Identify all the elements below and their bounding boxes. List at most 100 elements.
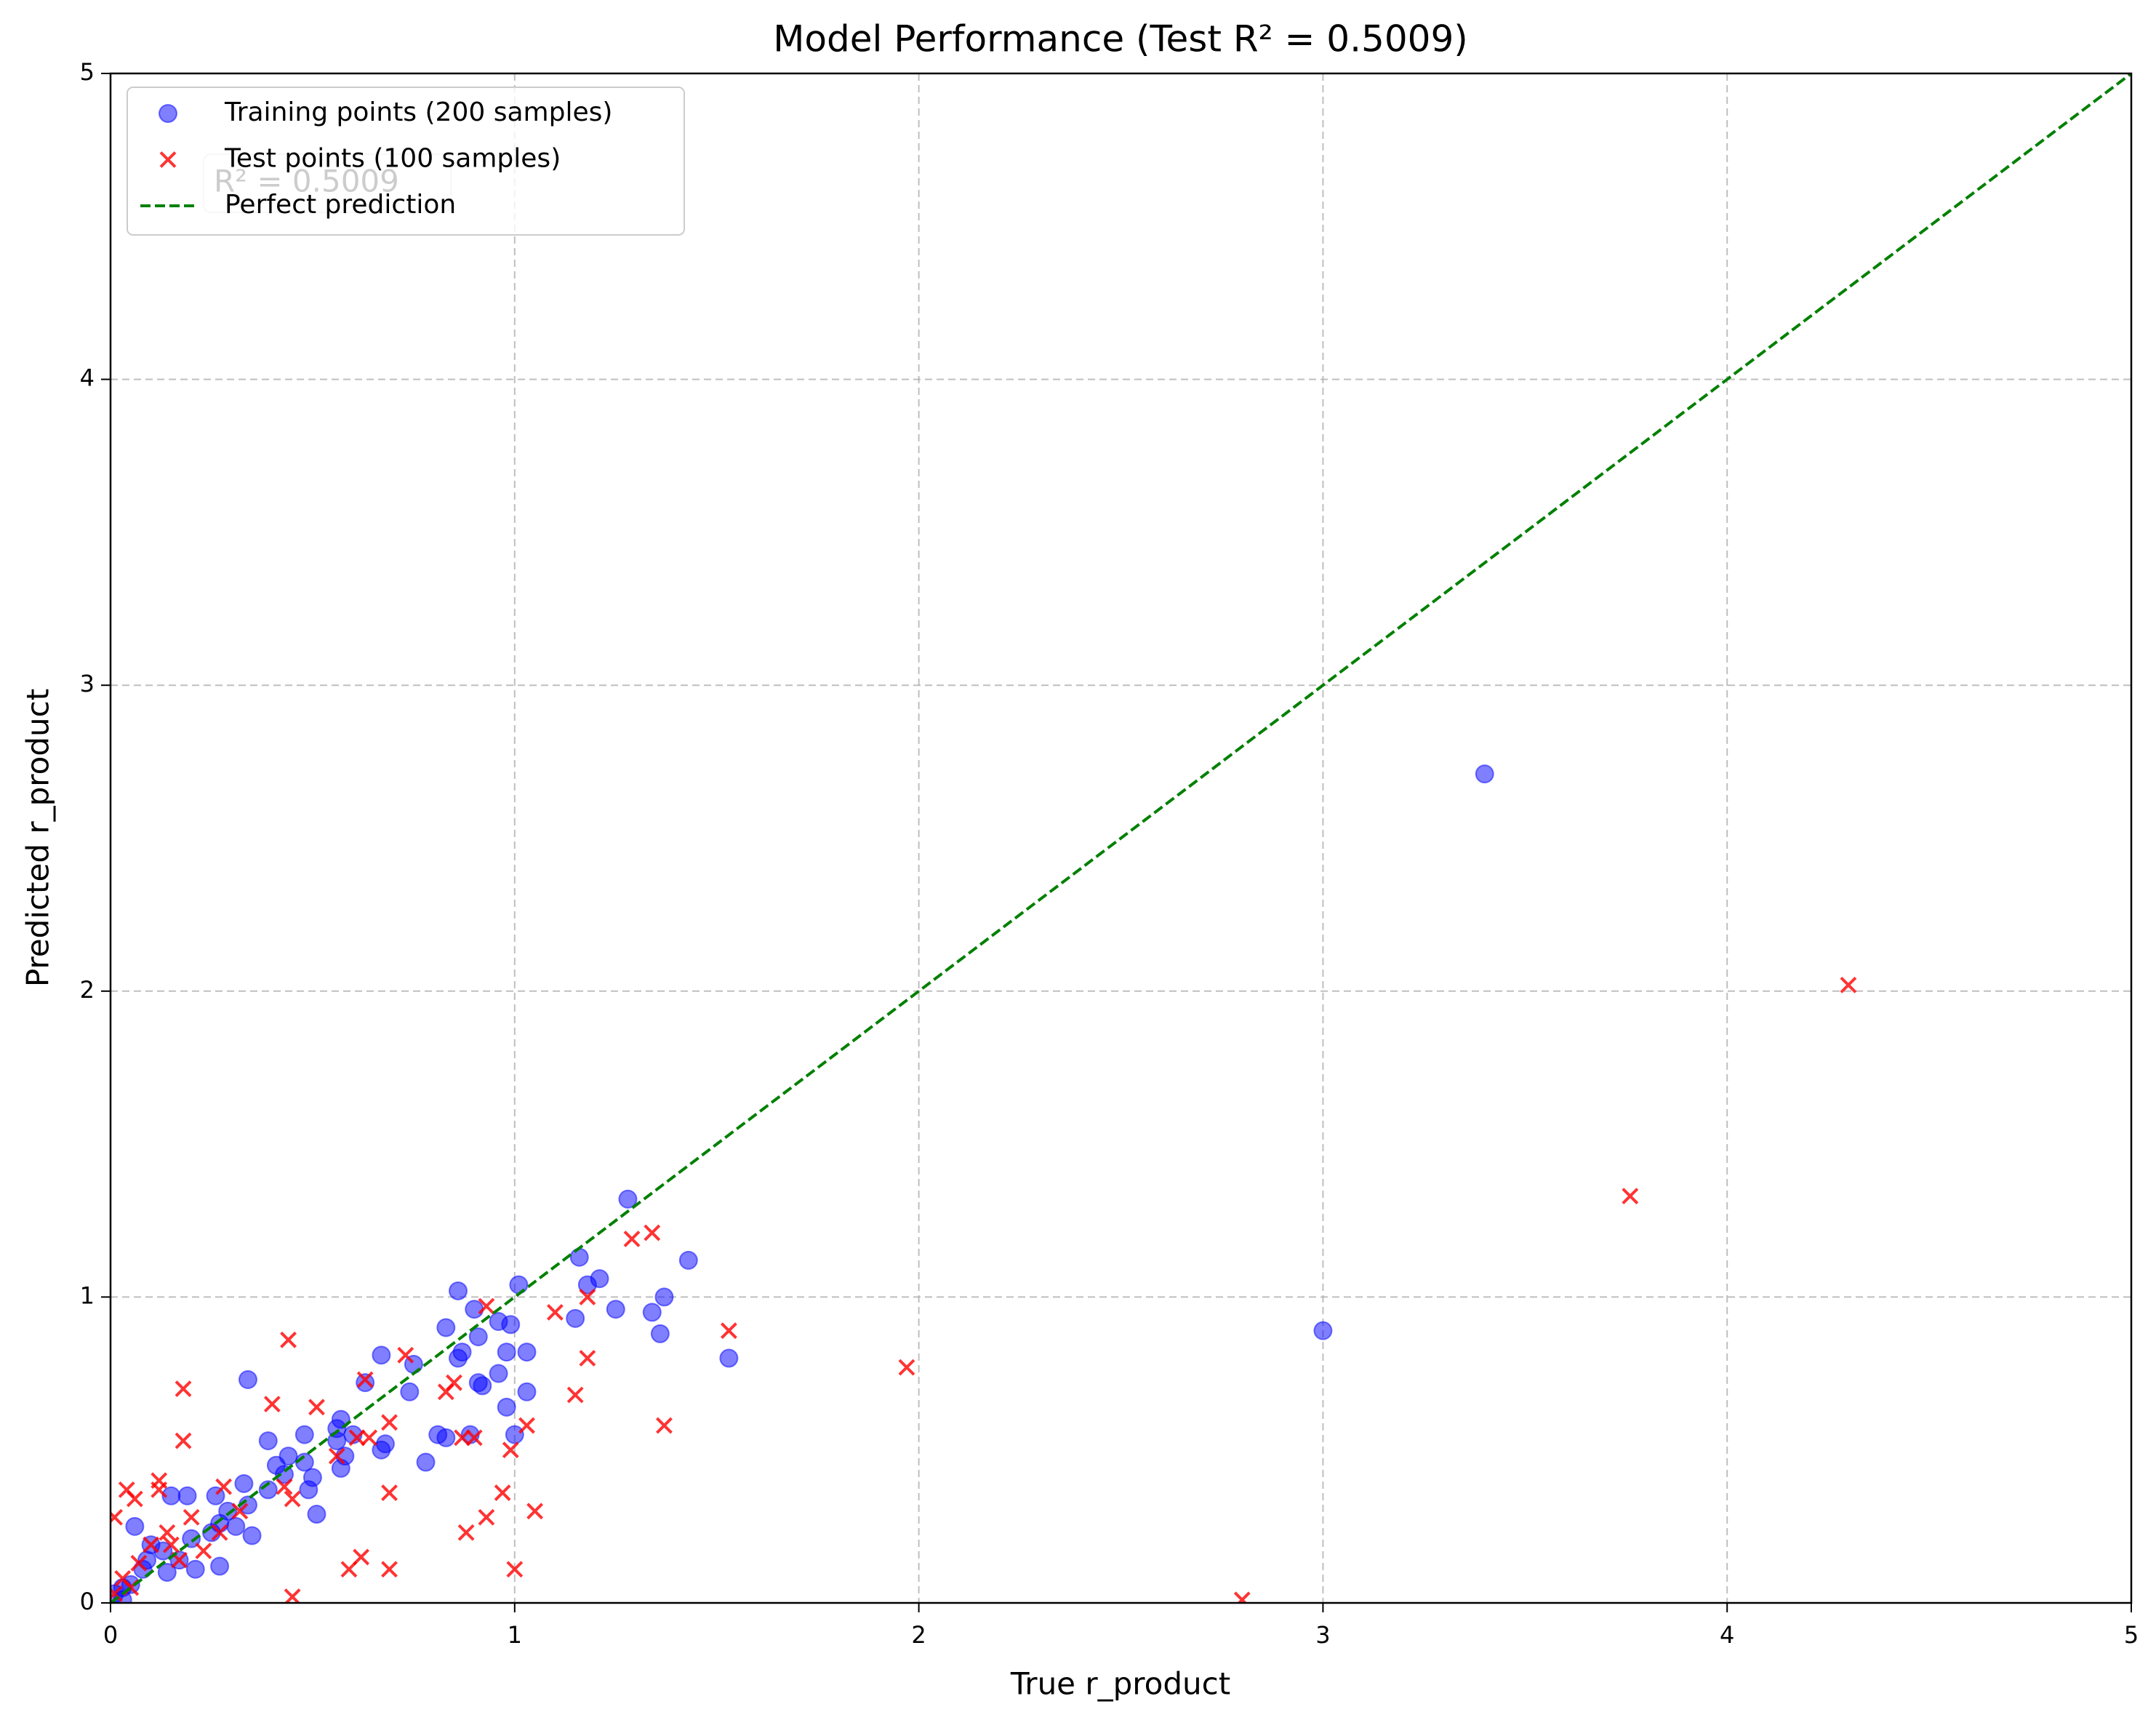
legend-swatch <box>159 151 177 168</box>
training-point <box>416 1452 436 1472</box>
training-point <box>238 1369 257 1389</box>
y-axis-label: Predicted r_product <box>20 689 56 987</box>
training-point <box>569 1247 589 1267</box>
legend-label: Training points (200 samples) <box>224 97 612 127</box>
reference-line <box>111 73 2131 1603</box>
test-point <box>381 1484 398 1501</box>
test-point <box>284 1588 301 1603</box>
test-point <box>579 1288 596 1305</box>
test-point <box>656 1417 673 1434</box>
test-point <box>151 1481 168 1498</box>
training-point <box>428 1425 448 1444</box>
y-tick-label: 3 <box>80 670 95 697</box>
y-tick-label: 5 <box>80 58 95 86</box>
training-point <box>137 1551 157 1570</box>
training-point <box>400 1382 420 1401</box>
training-point <box>719 1348 739 1368</box>
test-point <box>437 1383 454 1401</box>
training-point <box>157 1562 177 1582</box>
test-point <box>454 1429 470 1447</box>
x-tick-label: 1 <box>508 1621 522 1649</box>
test-point <box>381 1414 398 1431</box>
test-point <box>898 1359 915 1376</box>
training-point <box>210 1513 230 1533</box>
test-point <box>130 1554 148 1572</box>
training-point <box>468 1373 488 1393</box>
training-point <box>577 1275 597 1295</box>
test-point <box>526 1503 544 1520</box>
training-point <box>242 1526 262 1545</box>
test-point <box>143 1536 159 1553</box>
training-point <box>185 1559 205 1579</box>
test-point <box>328 1447 345 1465</box>
test-point <box>211 1524 228 1541</box>
training-point <box>517 1382 537 1401</box>
training-point <box>299 1480 318 1500</box>
training-point <box>468 1327 488 1347</box>
test-point <box>1233 1591 1251 1603</box>
test-point <box>175 1432 192 1449</box>
test-point <box>506 1561 524 1578</box>
test-point <box>280 1331 297 1348</box>
test-point <box>183 1508 200 1526</box>
test-point <box>276 1478 293 1495</box>
training-point <box>161 1486 181 1505</box>
legend-label: Perfect prediction <box>225 190 456 220</box>
test-point <box>518 1417 535 1434</box>
test-point <box>284 1490 301 1508</box>
test-point <box>644 1224 661 1241</box>
test-point <box>340 1561 358 1578</box>
training-point <box>448 1348 468 1368</box>
legend-label: Test points (100 samples) <box>224 144 561 174</box>
training-point <box>642 1303 662 1322</box>
training-point <box>234 1473 254 1493</box>
training-point <box>489 1364 508 1383</box>
training-point <box>356 1373 375 1393</box>
test-point <box>1622 1188 1639 1205</box>
legend-swatch <box>159 104 177 123</box>
test-point <box>1840 976 1857 993</box>
training-point <box>505 1425 524 1444</box>
training-point <box>650 1324 670 1343</box>
test-point <box>348 1429 366 1447</box>
training-point <box>489 1312 508 1332</box>
training-point <box>372 1345 391 1365</box>
training-point <box>294 1425 314 1444</box>
training-point <box>436 1318 456 1337</box>
test-point <box>579 1350 596 1367</box>
training-point <box>307 1505 326 1524</box>
x-tick-label: 4 <box>1720 1621 1734 1649</box>
test-point <box>478 1508 495 1526</box>
training-point <box>465 1300 484 1319</box>
test-point <box>195 1543 212 1559</box>
y-tick-label: 1 <box>80 1281 95 1309</box>
test-point <box>720 1322 737 1340</box>
test-point <box>111 1508 123 1526</box>
test-point <box>566 1386 584 1404</box>
x-axis-label: True r_product <box>1010 1666 1230 1702</box>
y-tick-label: 4 <box>80 364 95 392</box>
test-point <box>308 1399 325 1416</box>
training-point <box>654 1287 674 1307</box>
test-point <box>175 1380 192 1397</box>
test-point <box>397 1346 414 1364</box>
training-point <box>606 1300 625 1319</box>
test-point <box>111 1585 123 1602</box>
test-point <box>623 1231 641 1247</box>
test-point <box>215 1478 233 1495</box>
training-point <box>177 1486 197 1505</box>
frame <box>109 72 2133 1604</box>
training-point <box>182 1529 201 1548</box>
test-point <box>502 1441 519 1459</box>
training-point <box>1475 764 1494 784</box>
chart-title: Model Performance (Test R² = 0.5009) <box>773 18 1468 60</box>
test-point <box>494 1484 511 1501</box>
test-point <box>159 1524 176 1541</box>
y-tick-label: 2 <box>80 976 95 1004</box>
training-point <box>497 1397 516 1417</box>
training-point <box>258 1431 278 1451</box>
training-point <box>266 1455 286 1475</box>
x-tick-label: 3 <box>1315 1621 1330 1649</box>
test-point <box>353 1548 370 1566</box>
